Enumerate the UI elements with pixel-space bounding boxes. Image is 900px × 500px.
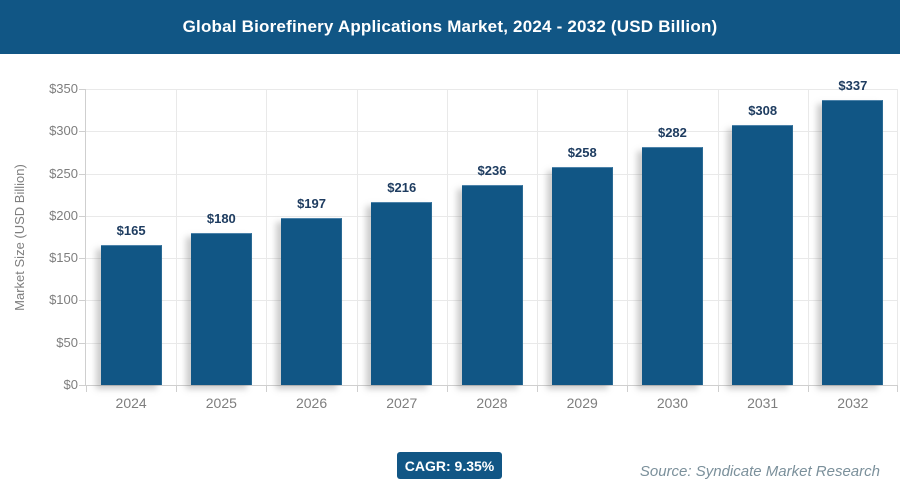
y-axis-tick bbox=[79, 258, 86, 260]
bar-2030 bbox=[641, 146, 703, 385]
y-axis-tick-label: $300 bbox=[49, 123, 78, 139]
bar-2025 bbox=[190, 232, 252, 385]
x-axis-label: 2024 bbox=[115, 395, 147, 411]
y-axis-tick bbox=[79, 300, 86, 302]
bar-2028 bbox=[461, 185, 523, 385]
bar-value-label: $258 bbox=[567, 144, 597, 160]
x-axis-label: 2027 bbox=[386, 395, 418, 411]
x-axis-label: 2029 bbox=[566, 395, 598, 411]
x-axis-tick bbox=[86, 385, 87, 392]
gridline-h bbox=[86, 131, 898, 133]
y-axis-tick-label: $100 bbox=[49, 292, 78, 308]
gridline-v bbox=[627, 89, 629, 385]
x-axis-tick bbox=[717, 385, 719, 392]
bar-value-label: $180 bbox=[206, 210, 236, 226]
x-axis-label: 2032 bbox=[837, 395, 869, 411]
bar-value-label: $236 bbox=[477, 163, 507, 179]
x-axis-tick bbox=[537, 385, 539, 392]
x-axis-tick bbox=[176, 385, 178, 392]
gridline-v bbox=[717, 89, 719, 385]
x-axis-tick bbox=[446, 385, 448, 392]
bar-value-label: $197 bbox=[297, 196, 326, 212]
bar-2026 bbox=[281, 218, 343, 385]
x-axis-label: 2025 bbox=[205, 395, 237, 411]
cagr-badge: CAGR: 9.35% bbox=[397, 452, 502, 479]
chart-title-bar: Global Biorefinery Applications Market, … bbox=[0, 0, 900, 54]
source-note: Source: Syndicate Market Research bbox=[639, 463, 880, 480]
x-axis-label: 2030 bbox=[656, 395, 689, 411]
gridline-h bbox=[86, 89, 898, 90]
gridline-v bbox=[446, 89, 448, 385]
x-axis-tick bbox=[627, 385, 629, 392]
x-axis-tick bbox=[266, 385, 268, 392]
x-axis-label: 2031 bbox=[747, 395, 779, 411]
y-axis-tick-label: $200 bbox=[49, 207, 78, 223]
x-axis-label: 2028 bbox=[476, 395, 508, 411]
gridline-v bbox=[807, 89, 809, 385]
y-axis-tick bbox=[79, 385, 86, 386]
bar-value-label: $216 bbox=[387, 180, 417, 196]
gridline-v bbox=[897, 89, 898, 385]
bar-2031 bbox=[732, 124, 794, 385]
plot-area: $165 2024 $180 2025 $197 2026 $216 2027 $236 2028… bbox=[79, 78, 898, 411]
chart-title: Global Biorefinery Applications Market, … bbox=[182, 17, 718, 36]
gridline-h bbox=[86, 173, 898, 175]
gridline-v bbox=[537, 89, 539, 385]
gridline-v bbox=[266, 89, 268, 385]
y-axis-tick-labels: $0 $50 $100 $150 $200 $250 $300 $350 bbox=[0, 81, 78, 392]
y-axis-tick bbox=[79, 342, 86, 344]
y-axis-tick-label: $150 bbox=[49, 250, 78, 266]
x-axis-label: 2026 bbox=[295, 395, 328, 411]
y-axis-tick-label: $0 bbox=[63, 377, 78, 392]
bar-2032 bbox=[822, 100, 884, 385]
x-axis-tick bbox=[897, 385, 898, 392]
gridline-v bbox=[176, 89, 178, 385]
x-axis-tick bbox=[356, 385, 358, 392]
bar-value-label: $308 bbox=[748, 102, 778, 118]
bar-value-label: $282 bbox=[657, 124, 687, 140]
bar-2027 bbox=[371, 202, 433, 385]
bar-value-label: $337 bbox=[838, 78, 868, 93]
y-axis-tick bbox=[79, 131, 86, 133]
y-axis-tick-label: $50 bbox=[56, 334, 78, 350]
bar-2024 bbox=[100, 245, 162, 385]
bar-2029 bbox=[551, 166, 613, 385]
y-axis-tick bbox=[79, 215, 86, 217]
y-axis-tick-label: $250 bbox=[49, 165, 78, 181]
x-axis-tick bbox=[807, 385, 809, 392]
y-axis-tick-label: $350 bbox=[49, 81, 78, 96]
y-axis-tick bbox=[79, 89, 86, 90]
y-axis-tick bbox=[79, 173, 86, 175]
gridline-v bbox=[356, 89, 358, 385]
bar-value-label: $165 bbox=[116, 223, 146, 239]
